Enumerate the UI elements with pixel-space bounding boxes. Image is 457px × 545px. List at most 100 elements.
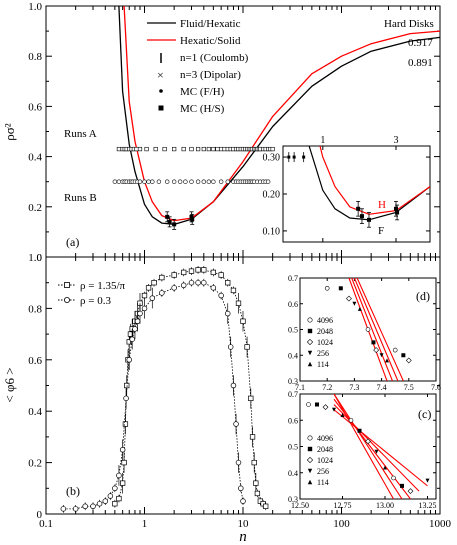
run-b-point — [211, 179, 216, 184]
inset-y-tick-label: 0.3 — [288, 495, 298, 504]
panel-b-series — [60, 265, 269, 513]
rho-high-point — [254, 490, 261, 497]
run-a-point — [116, 146, 122, 152]
inset-d-label: (d) — [416, 289, 430, 303]
rho-low-point — [149, 295, 156, 301]
inset-y-tick-label: 0.4 — [288, 469, 298, 478]
legend-label-fluid-hexatic: Fluid/Hexatic — [180, 18, 241, 30]
rho-high-point — [201, 267, 207, 273]
mc-point — [167, 219, 172, 224]
rho-high-point — [159, 274, 165, 281]
runs-a-label: Runs A — [64, 128, 97, 140]
inset-a-mc-point — [366, 217, 371, 222]
fit-line — [356, 278, 404, 381]
corner-text: Hard Disks — [384, 18, 434, 30]
run-b-point — [164, 179, 170, 184]
marker-square — [307, 328, 313, 334]
panel-b-x-axis-label: n — [239, 529, 247, 545]
inset-x-tick-label: 7.1 — [295, 383, 305, 392]
rho-low-point — [210, 285, 217, 291]
fit-line — [351, 278, 393, 381]
legend-marker-dipolar: × — [157, 68, 164, 82]
rho-high-point — [124, 382, 130, 389]
rho-low-point — [72, 506, 79, 512]
panel-b-x-ticks: 0.1 1 10 100 1000 — [39, 257, 452, 530]
run-a-point — [195, 146, 201, 152]
inset-c-ticks: 0.3 0.4 0.5 0.6 0.7 12.50 12.75 13.00 13.25 — [288, 390, 437, 510]
panel-a-inset-frame — [282, 145, 431, 243]
panel-b-label: (b) — [66, 484, 80, 498]
rho-high-point — [263, 503, 269, 509]
marker-triangle-down — [425, 478, 430, 483]
rho-low-point — [233, 421, 239, 427]
top-y-tick-label: 0 — [37, 252, 43, 264]
inset-c-legend: 4096 2048 1024 256 114 — [306, 434, 333, 487]
inset-x-tick-label: 13.25 — [419, 501, 437, 510]
run-b-point — [112, 179, 118, 184]
rho-low-point — [119, 447, 126, 453]
rho-high-point — [112, 501, 118, 507]
inset-legend-label: 2048 — [317, 327, 333, 336]
bottom-y-tick-label: 1.0 — [28, 252, 42, 264]
run-b-point — [189, 179, 194, 184]
inset-x-tick-label: 12.75 — [334, 501, 352, 510]
marker-triangle-down — [379, 353, 384, 358]
marker-triangle — [340, 413, 345, 417]
inset-d-data — [324, 278, 412, 381]
rho-high-point — [210, 269, 216, 276]
panel-a-x-ticks — [45, 6, 441, 257]
legend-marker-square — [64, 282, 70, 288]
inset-x-tick-label: 7.6 — [431, 383, 441, 392]
run-a-point — [215, 146, 220, 152]
inset-x-tick-label: 7.4 — [377, 383, 387, 392]
legend-label-coulomb: n=1 (Coulomb) — [180, 52, 249, 64]
run-b-point — [116, 179, 122, 184]
run-a-point — [211, 146, 216, 152]
panel-a-inset-curves — [287, 146, 430, 228]
marker-triangle-down — [352, 301, 357, 306]
run-a-point — [137, 146, 143, 152]
run-b-point — [265, 179, 271, 184]
marker-circle — [348, 417, 354, 423]
rho-high-point — [253, 480, 259, 486]
run-b-point — [206, 179, 212, 184]
top-y-tick-label: 0.2 — [28, 202, 42, 214]
fit-line — [333, 394, 403, 499]
run-a-point — [134, 146, 139, 152]
panel-a: 0 0.2 0.4 0.6 0.8 1.0 ρσ² Runs A Runs B (a) H… — [2, 1, 441, 264]
inset-a-y-tick-label: 0.30 — [263, 153, 281, 164]
rho-high-point — [235, 300, 242, 306]
rho-high-point — [225, 280, 231, 286]
marker-circle — [391, 475, 396, 481]
inset-legend-label: 114 — [317, 478, 329, 487]
x-tick-label: 10 — [238, 518, 250, 530]
marker-triangle — [383, 465, 387, 470]
panel-a-inset: 0.10 0.20 0.30 1 3 H F — [263, 135, 431, 243]
marker-circle — [306, 402, 311, 407]
panel-b: 00.20.40.60.81.0 0.1 1 10 100 1000 < φ6 > n … — [2, 252, 452, 545]
inset-a-y-tick-label: 0.20 — [263, 190, 281, 201]
rho-low-point — [132, 326, 138, 332]
bottom-y-tick-label: 0.6 — [28, 355, 42, 367]
rho-high-point — [141, 292, 148, 299]
panel-a-y-axis-label: ρσ² — [2, 123, 17, 140]
inset-x-tick-label: 7.5 — [404, 383, 414, 392]
rho-high-point — [218, 272, 224, 278]
run-b-point — [225, 179, 230, 184]
inset-a-mc-point — [393, 206, 398, 211]
run-b-point — [177, 179, 183, 184]
inset-y-tick-label: 0.4 — [288, 351, 298, 360]
inset-a-mc-point — [395, 210, 400, 215]
marker-triangle-down — [374, 449, 379, 454]
inset-a-x-tick-label: 3 — [393, 135, 398, 146]
marker-triangle-down — [307, 350, 313, 356]
rho-high-point — [122, 421, 129, 427]
right-value-lower: 0.891 — [408, 57, 433, 69]
x-tick-label: 1 — [142, 518, 148, 530]
rho-high-point — [145, 285, 152, 291]
inset-x-tick-label: 7.3 — [349, 383, 359, 392]
rho-high-point — [119, 480, 126, 486]
marker-circle — [324, 285, 330, 291]
marker-square — [400, 483, 404, 488]
